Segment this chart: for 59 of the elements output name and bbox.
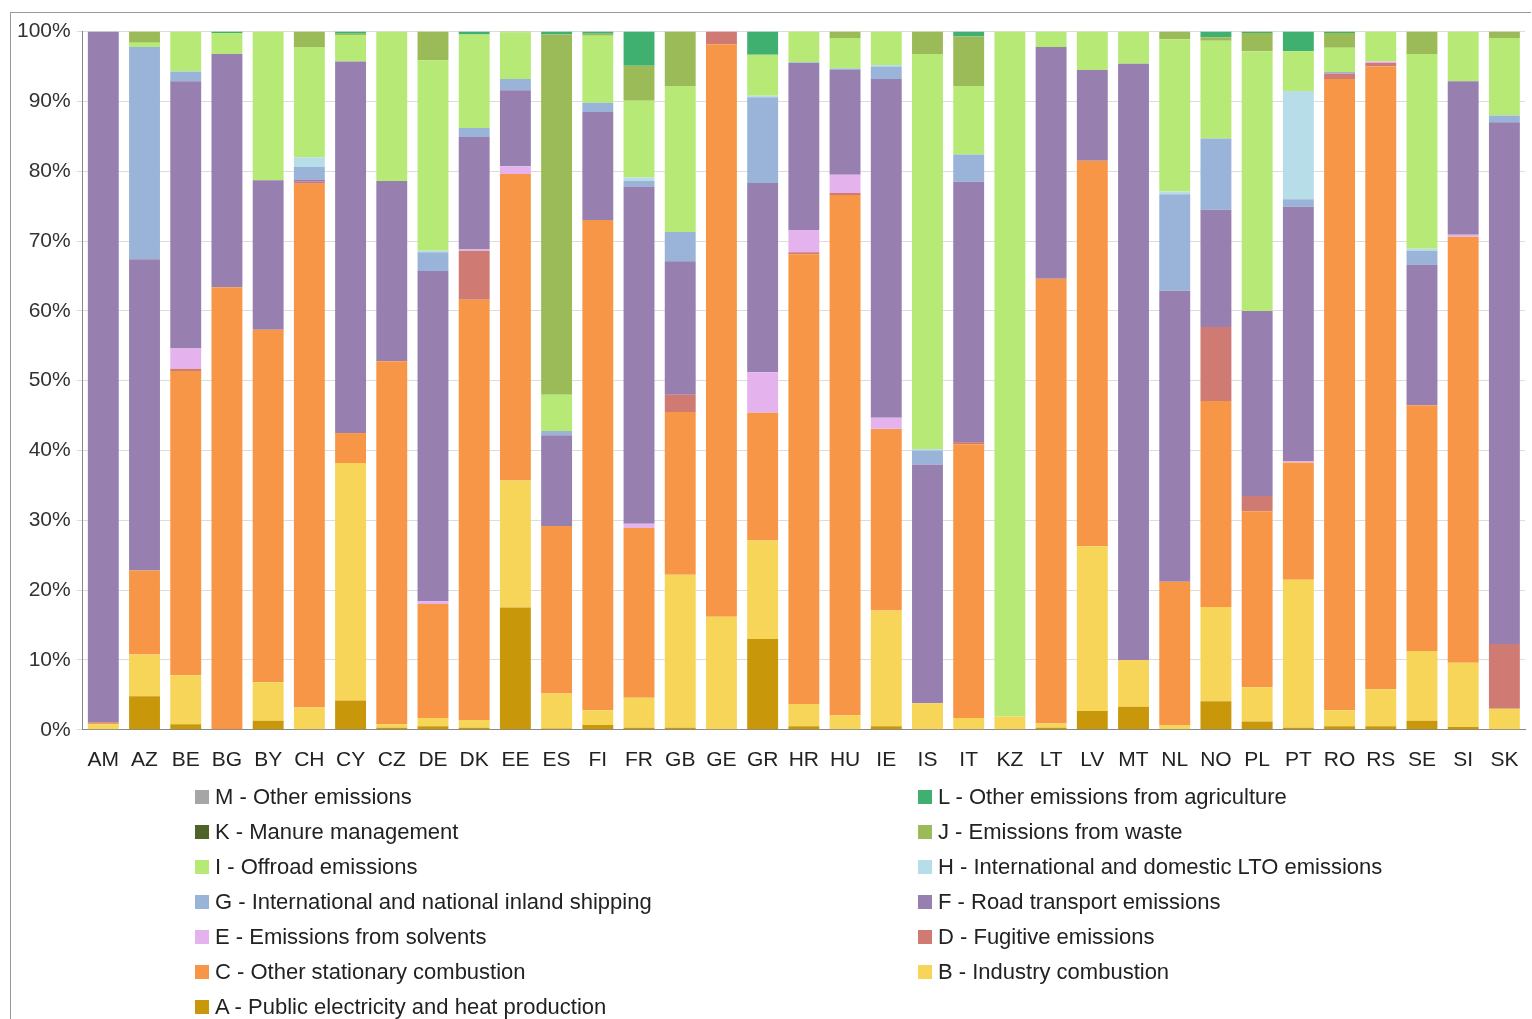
y-tick-label: 40% — [28, 437, 71, 461]
legend-label: K - Manure management — [215, 819, 459, 845]
x-tick-label: IT — [959, 747, 979, 771]
x-tick-label: FI — [588, 747, 608, 771]
y-tick-label: 100% — [16, 18, 71, 42]
x-tick-label: LV — [1080, 747, 1105, 771]
x-tick-label: GR — [746, 747, 779, 771]
x-tick-label: NO — [1200, 747, 1232, 771]
legend-label: E - Emissions from solvents — [215, 924, 487, 950]
y-tick-label: 0% — [40, 716, 71, 740]
x-tick-label: EE — [501, 747, 530, 771]
legend-label: B - Industry combustion — [938, 959, 1170, 985]
legend-label: M - Other emissions — [215, 784, 412, 810]
y-tick-label: 70% — [28, 227, 71, 251]
x-tick-label: LT — [1039, 747, 1063, 771]
y-tick-label: 90% — [28, 88, 71, 112]
x-tick-label: RS — [1366, 747, 1396, 771]
legend-label: J - Emissions from waste — [938, 819, 1183, 845]
x-tick-label: CY — [335, 747, 366, 771]
legend-label: G - International and national inland shipping — [215, 889, 652, 915]
x-tick-label: PL — [1244, 747, 1270, 771]
x-tick-label: PT — [1284, 747, 1312, 771]
legend-label: C - Other stationary combustion — [215, 959, 526, 985]
x-tick-label: DK — [459, 747, 489, 771]
legend-label: H - International and domestic LTO emissions — [938, 854, 1383, 880]
x-tick-label: BG — [211, 747, 243, 771]
x-tick-label: IS — [917, 747, 938, 771]
x-tick-label: CZ — [377, 747, 406, 771]
x-tick-label: BY — [254, 747, 283, 771]
x-tick-label: ES — [542, 747, 571, 771]
legend-label: F - Road transport emissions — [938, 889, 1221, 915]
x-tick-label: AM — [87, 747, 120, 771]
x-tick-label: FR — [625, 747, 654, 771]
x-tick-label: HU — [829, 747, 861, 771]
x-tick-label: SK — [1490, 747, 1519, 771]
y-tick-label: 20% — [28, 576, 71, 600]
legend-label: L - Other emissions from agriculture — [938, 784, 1287, 810]
x-tick-label: GE — [706, 747, 737, 771]
x-tick-label: SE — [1407, 747, 1436, 771]
x-tick-label: AZ — [131, 747, 159, 771]
y-tick-label: 60% — [28, 297, 71, 321]
x-tick-label: HR — [788, 747, 820, 771]
x-tick-label: SI — [1453, 747, 1474, 771]
legend-label: A - Public electricity and heat production — [215, 994, 607, 1019]
x-tick-label: MT — [1118, 747, 1149, 771]
y-tick-label: 80% — [28, 158, 71, 182]
x-tick-label: GB — [665, 747, 696, 771]
x-tick-label: BE — [171, 747, 200, 771]
x-tick-label: CH — [294, 747, 325, 771]
x-tick-label: DE — [418, 747, 448, 771]
x-tick-label: KZ — [996, 747, 1024, 771]
y-tick-label: 50% — [28, 367, 71, 391]
x-tick-label: IE — [876, 747, 897, 771]
legend-label: D - Fugitive emissions — [938, 924, 1155, 950]
x-tick-label: NL — [1161, 747, 1189, 771]
x-tick-label: RO — [1323, 747, 1356, 771]
y-tick-label: 30% — [28, 507, 71, 531]
y-tick-label: 10% — [28, 646, 71, 670]
legend-label: I - Offroad emissions — [215, 854, 418, 880]
